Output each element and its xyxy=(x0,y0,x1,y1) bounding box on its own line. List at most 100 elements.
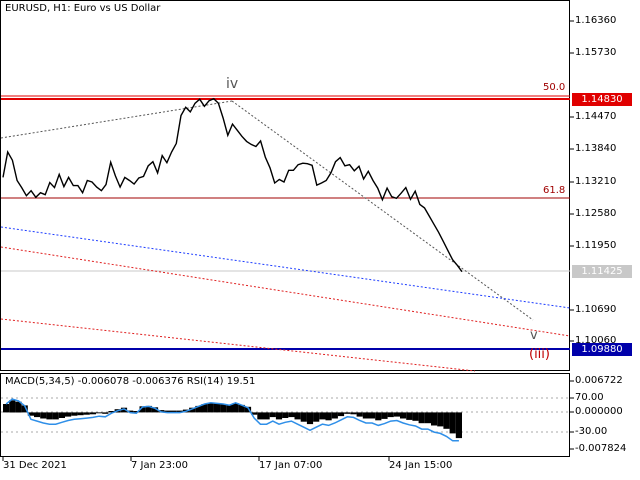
red-channel-lower[interactable] xyxy=(0,318,476,372)
price-axis-label: 1.10060 xyxy=(575,335,617,346)
time-axis-label: 24 Jan 15:00 xyxy=(389,460,453,471)
macd-bar xyxy=(9,400,16,413)
price-axis-label: 1.12580 xyxy=(575,208,617,219)
macd-bar xyxy=(3,404,10,413)
macd-bar xyxy=(437,412,444,427)
macd-bar xyxy=(288,412,295,418)
chart-title: EURUSD, H1: Euro vs US Dollar xyxy=(5,3,161,14)
macd-bar xyxy=(232,403,239,413)
macd-bar xyxy=(294,412,301,420)
grey-trendline-upper[interactable] xyxy=(0,100,233,139)
indicator-title: MACD(5,34,5) -0.006078 -0.006376 RSI(14)… xyxy=(5,376,256,387)
macd-bar xyxy=(89,412,96,415)
price-axis-label: 1.11950 xyxy=(575,240,617,251)
macd-bar xyxy=(127,410,134,413)
macd-bar xyxy=(263,412,270,420)
macd-bar xyxy=(226,404,233,413)
macd-bar xyxy=(164,410,171,413)
time-axis-label: 17 Jan 07:00 xyxy=(259,460,323,471)
macd-bar xyxy=(176,410,183,413)
macd-bar xyxy=(195,405,202,413)
time-axis-ticks xyxy=(2,457,390,461)
macd-bar xyxy=(244,406,252,413)
macd-bar xyxy=(331,412,338,419)
macd-bar xyxy=(387,412,394,418)
macd-bar xyxy=(145,405,152,413)
macd-bar xyxy=(282,412,289,418)
macd-bar xyxy=(65,412,72,417)
macd-bar xyxy=(102,412,109,414)
price-axis-ticks xyxy=(570,20,574,342)
macd-bar xyxy=(313,412,320,422)
price-axis-label: 1.13210 xyxy=(575,176,617,187)
macd-bar xyxy=(40,412,47,419)
macd-bar xyxy=(139,406,146,413)
macd-bar xyxy=(27,412,34,416)
current-price-tag: 1.11425 xyxy=(572,265,632,278)
macd-bar xyxy=(238,404,245,413)
price-axis-label: 1.15730 xyxy=(575,47,617,58)
macd-bar xyxy=(96,412,103,414)
macd-bar xyxy=(412,412,419,421)
macd-bar xyxy=(362,412,369,419)
macd-bar xyxy=(306,412,314,425)
macd-bar xyxy=(406,412,413,420)
macd-bar xyxy=(300,412,307,422)
fib-61-8-label: 61.8 xyxy=(543,185,566,196)
indicator-axis-label: -0.007824 xyxy=(575,443,627,454)
price-axis-label: 1.16360 xyxy=(575,15,617,26)
price-axis-label: 1.14470 xyxy=(575,111,617,122)
macd-bar xyxy=(77,412,84,416)
indicator-frame xyxy=(0,373,570,457)
macd-bar xyxy=(337,412,345,417)
macd-bar xyxy=(319,412,326,420)
rsi-series-line[interactable] xyxy=(5,398,459,442)
macd-bar xyxy=(443,412,450,429)
macd-bar xyxy=(369,412,376,419)
grey-trendline-lower[interactable] xyxy=(231,100,534,321)
macd-bar xyxy=(424,412,431,424)
macd-bar xyxy=(108,411,115,413)
macd-histogram[interactable] xyxy=(3,400,462,439)
macd-bar xyxy=(133,411,140,413)
macd-bar xyxy=(455,412,462,439)
blue-channel-line[interactable] xyxy=(0,226,571,309)
indicator-axis-label: 0.000000 xyxy=(575,406,623,417)
macd-bar xyxy=(344,412,351,414)
support-price-tag: 1.09880 xyxy=(572,343,632,356)
macd-bar xyxy=(52,412,59,420)
macd-bar xyxy=(71,412,78,416)
macd-bar xyxy=(400,412,407,419)
red-channel-upper[interactable] xyxy=(0,246,571,337)
macd-bar xyxy=(375,412,382,421)
macd-bar xyxy=(449,412,456,434)
macd-bar xyxy=(34,412,41,418)
macd-bar xyxy=(220,404,227,413)
macd-bar xyxy=(269,412,276,418)
indicator-axis-label: 70.00 xyxy=(575,392,604,403)
macd-bar xyxy=(275,412,283,420)
price-axis-label: 1.10690 xyxy=(575,304,617,315)
macd-bar xyxy=(418,412,425,424)
time-axis-label: 31 Dec 2021 xyxy=(3,460,67,471)
macd-bar xyxy=(393,412,400,417)
wave-label-iv: iv xyxy=(226,76,239,92)
price-series-line[interactable] xyxy=(2,97,463,273)
macd-bar xyxy=(356,412,363,417)
macd-bar xyxy=(151,407,159,413)
macd-bar xyxy=(189,407,196,413)
macd-bar xyxy=(207,403,214,413)
macd-bar xyxy=(381,412,388,419)
indicator-axis-label: 0.006722 xyxy=(575,375,623,386)
macd-bar xyxy=(21,405,28,413)
macd-bar xyxy=(257,412,264,420)
macd-bar xyxy=(251,412,258,415)
macd-bar xyxy=(120,407,128,413)
macd-bar xyxy=(431,412,438,426)
wave-label-iii: (iii) xyxy=(529,347,550,362)
macd-bar xyxy=(213,403,221,413)
resistance-price-tag: 1.14830 xyxy=(572,93,632,106)
macd-bar xyxy=(15,401,22,413)
